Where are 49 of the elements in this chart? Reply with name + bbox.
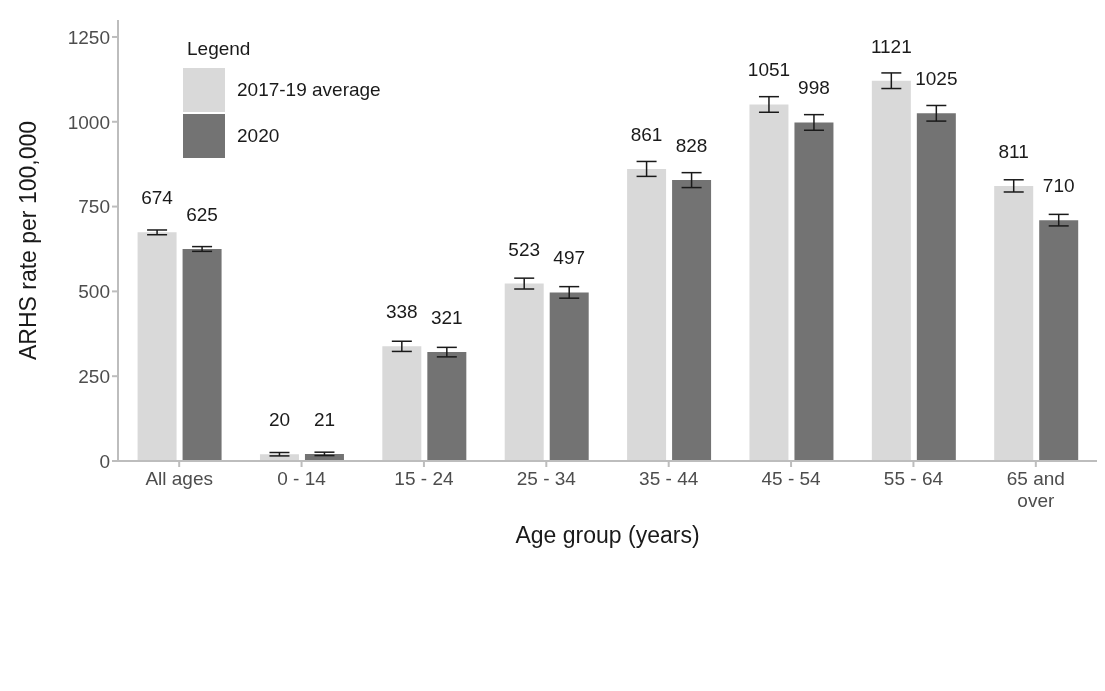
bar [549,292,589,461]
x-tick-label: 25 - 34 [516,468,577,489]
y-tick-label: 250 [78,365,110,387]
data-label: 1051 [747,59,791,81]
bar [182,248,222,461]
data-label: 828 [675,135,708,157]
legend-label: 2020 [237,125,280,147]
data-label: 998 [798,77,830,99]
x-tick-label: All ages [145,468,213,489]
bar [749,104,789,461]
legend-title: Legend [187,38,251,59]
x-axis-title: Age group (years) [515,522,700,548]
bar [672,180,712,461]
x-tick-label: 65 and over [1006,468,1065,511]
data-label: 625 [186,203,218,225]
bar [916,113,956,461]
data-label: 1121 [870,35,912,57]
bar [137,232,177,461]
y-axis-title: ARHS rate per 100,000 [15,120,42,361]
x-tick-label: 0 - 14 [277,468,327,489]
bar [871,80,911,461]
data-label: 811 [998,140,1029,162]
y-tick-label: 750 [78,196,110,218]
data-label: 321 [430,307,463,329]
bar [504,283,544,461]
data-label: 710 [1042,175,1075,197]
data-label: 674 [141,187,174,209]
bar [627,168,667,461]
legend-label: 2017-19 average [237,79,381,101]
bar [994,185,1034,461]
data-label: 21 [313,408,336,430]
y-tick-label: 1250 [67,26,110,48]
bar [794,122,834,461]
x-tick-label: 35 - 44 [639,468,699,489]
data-label: 20 [268,409,291,431]
x-tick-label: 15 - 24 [394,468,454,489]
data-label: 861 [630,123,663,145]
x-tick-label: 45 - 54 [761,468,822,489]
data-label: 497 [553,247,586,269]
bar [382,346,422,461]
y-tick-label: 0 [99,450,110,472]
y-tick-label: 500 [78,281,110,303]
bar [427,352,467,461]
bar [1039,220,1079,461]
data-label: 523 [508,238,541,260]
x-tick-label: 55 - 64 [883,468,944,489]
data-label: 1025 [915,68,958,90]
y-tick-label: 1000 [67,111,110,133]
data-label: 338 [385,301,418,323]
